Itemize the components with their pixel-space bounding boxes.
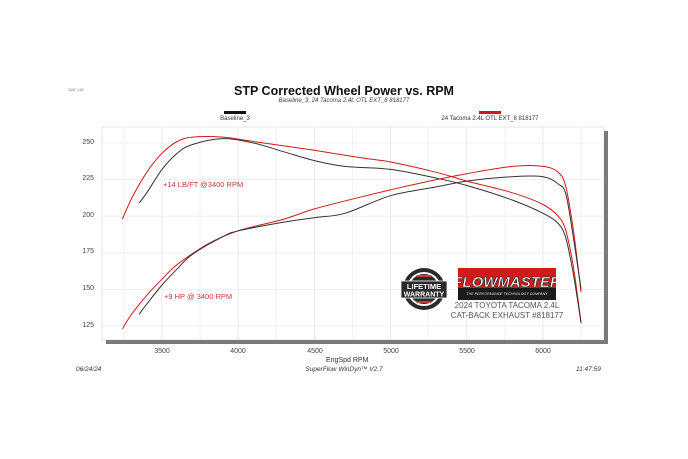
tiny-corner-label: SAE 118 <box>68 87 84 92</box>
y-tick-200: 200 <box>82 212 94 219</box>
legend-swatch-tacoma <box>479 111 501 114</box>
svg-text:WARRANTY: WARRANTY <box>404 292 445 299</box>
series-line-0 <box>121 136 582 324</box>
y-tick-125: 125 <box>82 322 94 329</box>
series-line-3 <box>138 175 582 315</box>
legend-item-baseline: Baseline_3 <box>205 111 265 122</box>
footer-time: 11:47:59 <box>576 366 601 373</box>
y-tick-250: 250 <box>82 139 94 146</box>
x-tick-5500: 5500 <box>459 348 475 355</box>
legend-label-baseline: Baseline_3 <box>220 116 250 122</box>
product-line-2: CAT-BACK EXHAUST #818177 <box>450 311 564 320</box>
torque-gain-annotation: +14 LB/FT @3400 RPM <box>163 180 244 189</box>
svg-text:LIFETIME: LIFETIME <box>407 282 441 291</box>
svg-text:FLOWMASTER: FLOWMASTER <box>458 274 556 291</box>
x-tick-5000: 5000 <box>383 348 399 355</box>
legend-swatch-baseline <box>224 111 246 114</box>
data-curves <box>121 136 582 330</box>
legend-item-tacoma: 24 Tacoma 2.4L OTL EXT_8 818177 <box>420 111 560 122</box>
hp-gain-annotation: +9 HP @ 3400 RPM <box>164 292 233 301</box>
y-tick-175: 175 <box>82 248 94 255</box>
series-line-2 <box>121 165 582 330</box>
x-tick-4000: 4000 <box>230 348 246 355</box>
product-line-1: 2024 TOYOTA TACOMA 2.4L <box>454 301 560 310</box>
plot-shadow-right <box>604 131 608 344</box>
y-tick-150: 150 <box>82 285 94 292</box>
footer-software: SuperFlow WinDyn™ V2.7 <box>305 366 383 373</box>
plot-shadow-bottom <box>106 340 608 344</box>
chart-subtitle: Baseline_3, 24 Tacoma 2.4L OTL EXT_8 818… <box>278 98 410 104</box>
series-line-1 <box>138 138 582 324</box>
x-tick-6000: 6000 <box>535 348 551 355</box>
x-tick-4500: 4500 <box>307 348 323 355</box>
x-tick-3500: 3500 <box>154 348 170 355</box>
chart-title: STP Corrected Wheel Power vs. RPM <box>234 84 454 98</box>
grid-lines <box>102 127 604 340</box>
footer-date: 06/24/24 <box>76 366 102 373</box>
x-axis-label: EngSpd RPM <box>326 357 369 364</box>
flowmaster-logo: FLOWMASTER THE PERFORMANCE TECHNOLOGY CO… <box>458 268 556 300</box>
y-tick-225: 225 <box>82 175 94 182</box>
svg-text:THE PERFORMANCE TECHNOLOGY COM: THE PERFORMANCE TECHNOLOGY COMPANY <box>466 292 548 296</box>
legend-label-tacoma: 24 Tacoma 2.4L OTL EXT_8 818177 <box>441 116 539 122</box>
product-description: 2024 TOYOTA TACOMA 2.4L CAT-BACK EXHAUST… <box>446 301 568 321</box>
lifetime-warranty-badge-icon: LIFETIME WARRANTY <box>400 268 448 310</box>
